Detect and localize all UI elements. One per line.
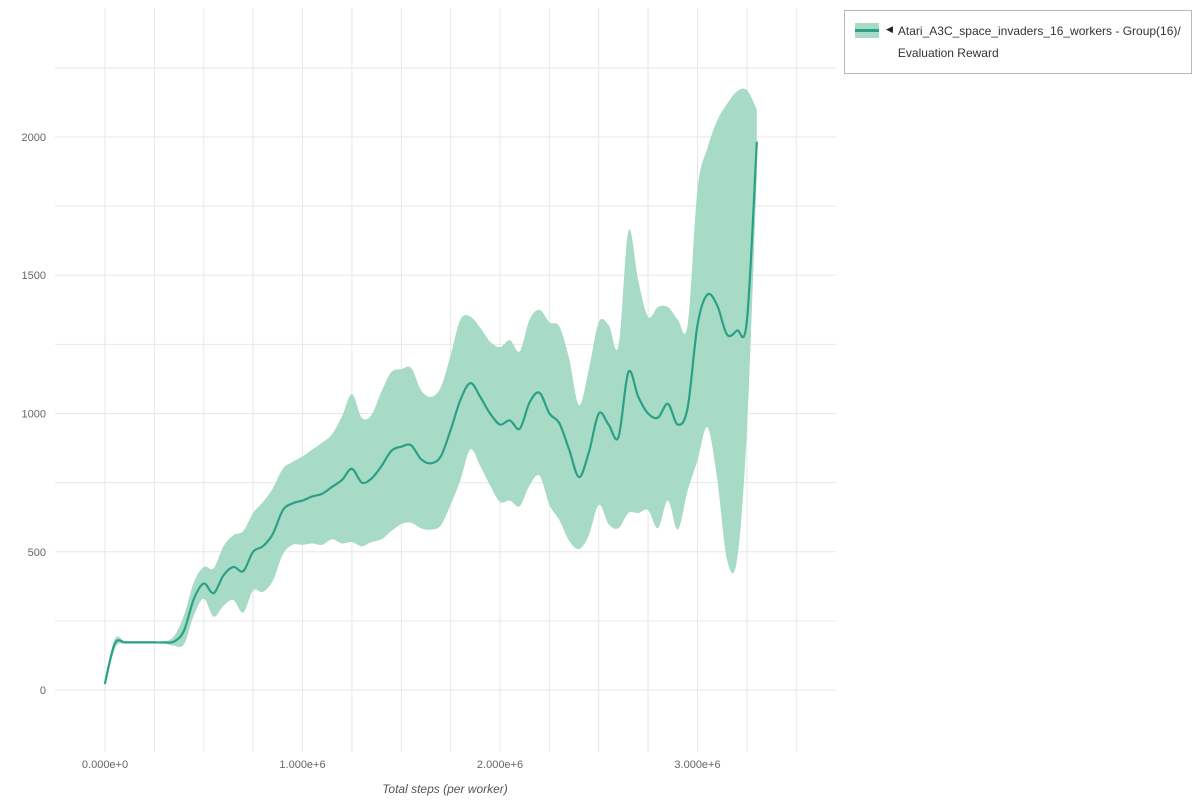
x-tick-label: 0.000e+0 <box>82 759 128 771</box>
x-tick-label: 2.000e+6 <box>477 759 523 771</box>
x-axis-title: Total steps (per worker) <box>382 782 508 796</box>
legend-swatch-line <box>855 29 879 32</box>
legend: ◀ Atari_A3C_space_invaders_16_workers - … <box>844 10 1192 74</box>
legend-collapse-icon[interactable]: ◀ <box>886 24 893 34</box>
y-tick-label: 2000 <box>22 132 46 144</box>
y-tick-label: 1500 <box>22 270 46 282</box>
line-chart[interactable]: 0.000e+0 1.000e+6 2.000e+6 3.000e+6 0 500 1000… <box>0 0 840 800</box>
x-tick-label: 3.000e+6 <box>674 759 720 771</box>
x-tick-label: 1.000e+6 <box>279 759 325 771</box>
series <box>103 88 758 688</box>
y-tick-label: 1000 <box>22 409 46 421</box>
legend-label-line2: Evaluation Reward <box>897 46 999 60</box>
legend-label: Atari_A3C_space_invaders_16_workers - Gr… <box>898 20 1181 64</box>
legend-swatch <box>855 23 879 38</box>
y-tick-label: 500 <box>28 547 46 559</box>
y-tick-label: 0 <box>40 685 46 697</box>
confidence-band <box>105 88 757 688</box>
legend-label-line1: Atari_A3C_space_invaders_16_workers - Gr… <box>897 24 1181 38</box>
mean-line <box>103 141 758 685</box>
legend-item[interactable]: ◀ Atari_A3C_space_invaders_16_workers - … <box>855 20 1181 64</box>
axis-ticks: 0.000e+0 1.000e+6 2.000e+6 3.000e+6 0 500 1000… <box>22 132 721 771</box>
